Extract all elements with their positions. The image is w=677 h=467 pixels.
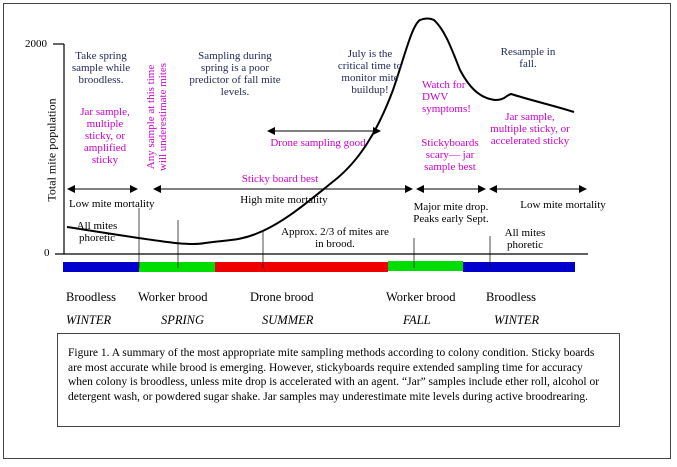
bar-worker-fall — [388, 261, 463, 271]
label-high-mortality: High mite mortality — [240, 194, 328, 206]
bar-broodless-winter-2 — [463, 262, 575, 272]
mite-population-curve — [66, 17, 575, 246]
y-min-label: 0 — [44, 247, 50, 259]
label-low-mortality-2: Low mite mortality — [520, 199, 606, 211]
brood-phase-label: Drone brood — [250, 290, 314, 304]
brood-phase-label: Broodless — [486, 290, 536, 304]
season-label: WINTER — [494, 313, 540, 327]
label-low-mortality-1: Low mite mortality — [69, 198, 155, 210]
note-spring-predictor: Sampling during spring is a poor predict… — [189, 50, 281, 98]
season-label: FALL — [403, 313, 431, 327]
label-major-drop: Major mite drop. Peaks early Sept. — [413, 201, 489, 225]
note-winter-methods: Jar sample, multiple sticky, or amplifie… — [80, 106, 130, 166]
figure-caption: Figure 1. A summary of the most appropri… — [57, 333, 620, 427]
bar-broodless-winter — [63, 262, 139, 272]
label-in-brood: Approx. 2/3 of mites are in brood. — [281, 226, 389, 250]
note-underestimate: Any sample at this time will underestima… — [145, 62, 169, 172]
bar-drone-summer — [215, 262, 388, 272]
brood-phase-label: Worker brood — [386, 290, 456, 304]
note-resample: Resample in fall. — [500, 46, 556, 70]
season-label: SUMMER — [262, 313, 314, 327]
note-drone-sampling: Drone sampling good — [270, 137, 366, 149]
note-sticky-best: Sticky board best — [241, 173, 319, 185]
y-axis-label: Total mite population — [44, 98, 59, 202]
season-label: SPRING — [161, 313, 205, 327]
note-july: July is the critical time to monitor mit… — [337, 48, 403, 96]
note-dwv: Watch for DWV symptoms! — [422, 79, 471, 115]
bar-worker-spring — [139, 262, 215, 272]
y-max-label: 2000 — [25, 38, 47, 50]
figure-frame — [3, 3, 671, 459]
brood-phase-label: Worker brood — [138, 290, 208, 304]
brood-phase-label: Broodless — [66, 290, 116, 304]
note-fall-methods: Jar sample, multiple sticky, or accelera… — [490, 111, 570, 147]
note-stickyboards-scary: Stickyboards scary— jar sample best — [421, 137, 479, 173]
note-spring-sample: Take spring sample while broodless. — [71, 50, 131, 86]
label-phoretic-1: All mites phoretic — [76, 220, 118, 244]
label-phoretic-2: All mites phoretic — [504, 227, 546, 251]
season-label: WINTER — [66, 313, 112, 327]
